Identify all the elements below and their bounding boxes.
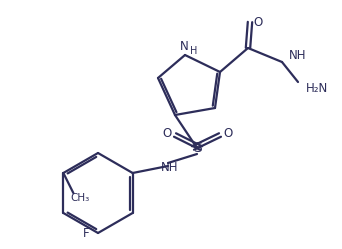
Text: CH₃: CH₃ [71,193,90,203]
Text: F: F [83,227,89,240]
Text: O: O [223,126,233,139]
Text: O: O [162,126,172,139]
Text: H: H [190,46,198,56]
Text: NH: NH [289,49,306,62]
Text: O: O [253,15,263,28]
Text: H₂N: H₂N [306,81,328,95]
Text: N: N [180,40,188,53]
Text: NH: NH [161,161,179,174]
Text: S: S [193,141,201,155]
